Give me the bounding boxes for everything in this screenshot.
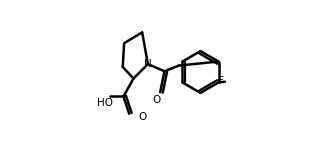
Text: N: N [144, 59, 152, 69]
Text: O: O [139, 112, 147, 122]
Text: O: O [152, 95, 161, 105]
Text: HO: HO [97, 98, 113, 108]
Text: F: F [218, 76, 224, 86]
